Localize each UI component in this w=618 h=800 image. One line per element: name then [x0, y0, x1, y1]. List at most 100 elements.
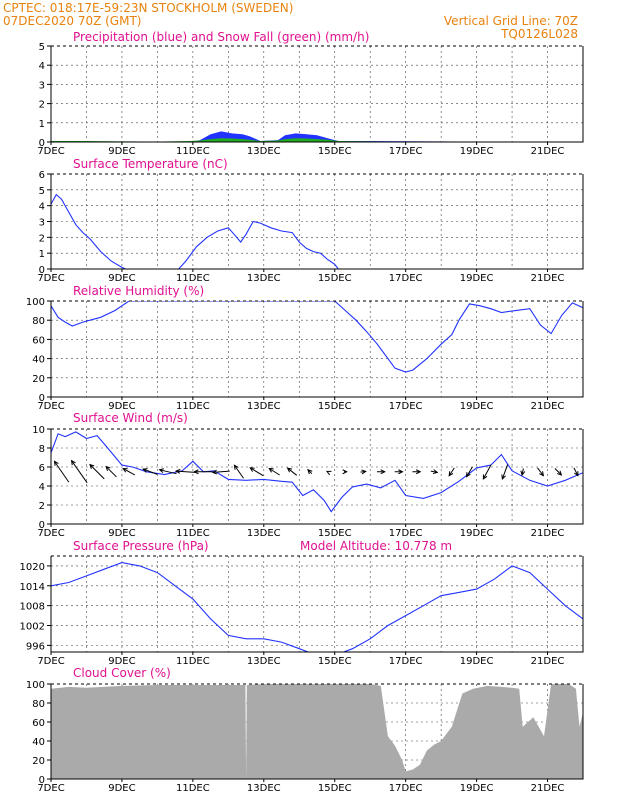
- wind-ytick-label: 4: [39, 482, 45, 493]
- rh-ytick-label: 100: [26, 297, 45, 308]
- wind-arrow: [158, 468, 177, 475]
- wind-arrow: [412, 469, 422, 475]
- temp-xtick-label: 21DEC: [531, 273, 565, 284]
- pressure-xtick-label: 11DEC: [176, 656, 210, 667]
- wind-arrow: [233, 464, 244, 479]
- temp-ytick-label: 3: [39, 218, 45, 229]
- wind-arrow: [466, 466, 473, 478]
- wind-xtick-label: 15DEC: [318, 528, 352, 539]
- precip-ytick-label: 1: [39, 119, 45, 130]
- precip-xtick-label: 7DEC: [37, 146, 64, 157]
- pressure-ytick-label: 1002: [20, 622, 45, 633]
- cloud-data: [51, 684, 583, 779]
- wind-xtick-label: 7DEC: [37, 528, 64, 539]
- temp-ytick-label: 2: [39, 233, 45, 244]
- wind-ytick-label: 2: [39, 501, 45, 512]
- cloud-ytick-label: 20: [32, 756, 45, 767]
- wind-xtick-label: 21DEC: [531, 528, 565, 539]
- rh-xtick-label: 11DEC: [176, 401, 210, 412]
- rh-ytick-label: 20: [32, 374, 45, 385]
- rh-xtick-label: 21DEC: [531, 401, 565, 412]
- precip-title: Precipitation (blue) and Snow Fall (gree…: [73, 30, 369, 44]
- wind-arrow: [342, 469, 348, 475]
- wind-arrow: [394, 469, 404, 475]
- precip-xtick-label: 15DEC: [318, 146, 352, 157]
- precip-panel: 0 1 2 3 4 5 7DEC 9DEC 11DEC 13DEC 15DEC 17DEC 19DEC 2…: [37, 42, 584, 157]
- wind-arrow: [268, 467, 280, 476]
- wind-data: [51, 431, 583, 513]
- wind-xtick-label: 13DEC: [247, 528, 281, 539]
- pressure-xtick-label: 15DEC: [318, 656, 352, 667]
- cloud-ytick-label: 100: [26, 680, 45, 691]
- wind-ytick-label: 6: [39, 463, 45, 474]
- temp-data: [51, 193, 339, 269]
- wind-arrow: [520, 468, 526, 477]
- wind-arrow: [325, 470, 332, 476]
- wind-title: Surface Wind (m/s): [73, 411, 188, 425]
- cloud-ytick-label: 0: [39, 775, 45, 786]
- precip-ytick-label: 4: [39, 61, 45, 72]
- rh-title: Relative Humidity (%): [73, 284, 204, 298]
- temp-xtick-label: 15DEC: [318, 273, 352, 284]
- pressure-title: Surface Pressure (hPa): [73, 539, 209, 553]
- temp-frame: [50, 174, 584, 270]
- precip-xtick-label: 17DEC: [389, 146, 423, 157]
- pressure-data: [51, 562, 583, 652]
- temp-series-0: [51, 193, 339, 269]
- wind-arrow: [53, 460, 70, 483]
- precip-data: [51, 131, 583, 142]
- wind-series-0: [51, 431, 583, 513]
- header-location: CPTEC: 018:17E-59:23N STOCKHOLM (SWEDEN): [3, 1, 293, 15]
- rh-xtick-label: 15DEC: [318, 401, 352, 412]
- pressure-xtick-label: 19DEC: [460, 656, 494, 667]
- pressure-panel: 996 1002 1008 1014 1020 7DEC 9DEC 11DEC 13DEC 15D…: [20, 555, 584, 667]
- cloud-xtick-label: 19DEC: [460, 783, 494, 794]
- cloud-series-0: [51, 684, 583, 779]
- temp-xtick-label: 17DEC: [389, 273, 423, 284]
- temp-ytick-label: 4: [39, 202, 45, 213]
- wind-arrow: [286, 467, 298, 476]
- rh-xtick-label: 19DEC: [460, 401, 494, 412]
- pressure-xtick-label: 7DEC: [37, 656, 64, 667]
- header-model-code: TQ0126L028: [500, 27, 578, 41]
- cloud-xtick-label: 15DEC: [318, 783, 352, 794]
- wind-arrow: [193, 469, 213, 475]
- pressure-frame: [50, 556, 584, 653]
- temp-xtick-label: 7DEC: [37, 273, 64, 284]
- precip-ytick-label: 5: [39, 42, 45, 53]
- rh-xtick-label: 9DEC: [108, 401, 135, 412]
- temp-xtick-label: 19DEC: [460, 273, 494, 284]
- rh-ytick-label: 80: [32, 316, 45, 327]
- precip-ytick-label: 2: [39, 100, 45, 111]
- temp-ytick-label: 0: [39, 265, 45, 276]
- precip-xtick-label: 19DEC: [460, 146, 494, 157]
- precip-ytick-label: 0: [39, 138, 45, 149]
- wind-panel: 0 2 4 6 8 10 7DEC 9DEC 11DEC 13DEC 15DEC 17DEC 19DEC…: [32, 425, 584, 539]
- cloud-xtick-label: 13DEC: [247, 783, 281, 794]
- wind-ytick-label: 8: [39, 444, 45, 455]
- temp-xtick-label: 9DEC: [108, 273, 135, 284]
- header-run-time: 07DEC2020 70Z (GMT): [3, 14, 141, 28]
- rh-ytick-label: 0: [39, 393, 45, 404]
- rh-data: [51, 301, 583, 373]
- wind-xtick-label: 9DEC: [108, 528, 135, 539]
- wind-arrow: [573, 467, 579, 477]
- wind-arrow: [70, 459, 88, 484]
- temp-title: Surface Temperature (nC): [73, 157, 228, 171]
- pressure-xtick-label: 9DEC: [108, 656, 135, 667]
- pressure-xtick-label: 21DEC: [531, 656, 565, 667]
- wind-arrow: [537, 467, 545, 477]
- pressure-ytick-label: 996: [26, 641, 45, 652]
- wind-arrow: [211, 469, 230, 475]
- wind-arrow: [554, 468, 563, 476]
- wind-arrow: [482, 464, 492, 480]
- pressure-series-0: [51, 562, 583, 652]
- wind-arrow: [376, 469, 386, 475]
- cloud-ytick-label: 80: [32, 699, 45, 710]
- rh-xtick-label: 17DEC: [389, 401, 423, 412]
- wind-xtick-label: 19DEC: [460, 528, 494, 539]
- wind-ytick-label: 0: [39, 520, 45, 531]
- cloud-ytick-label: 60: [32, 718, 45, 729]
- cloud-xtick-label: 21DEC: [531, 783, 565, 794]
